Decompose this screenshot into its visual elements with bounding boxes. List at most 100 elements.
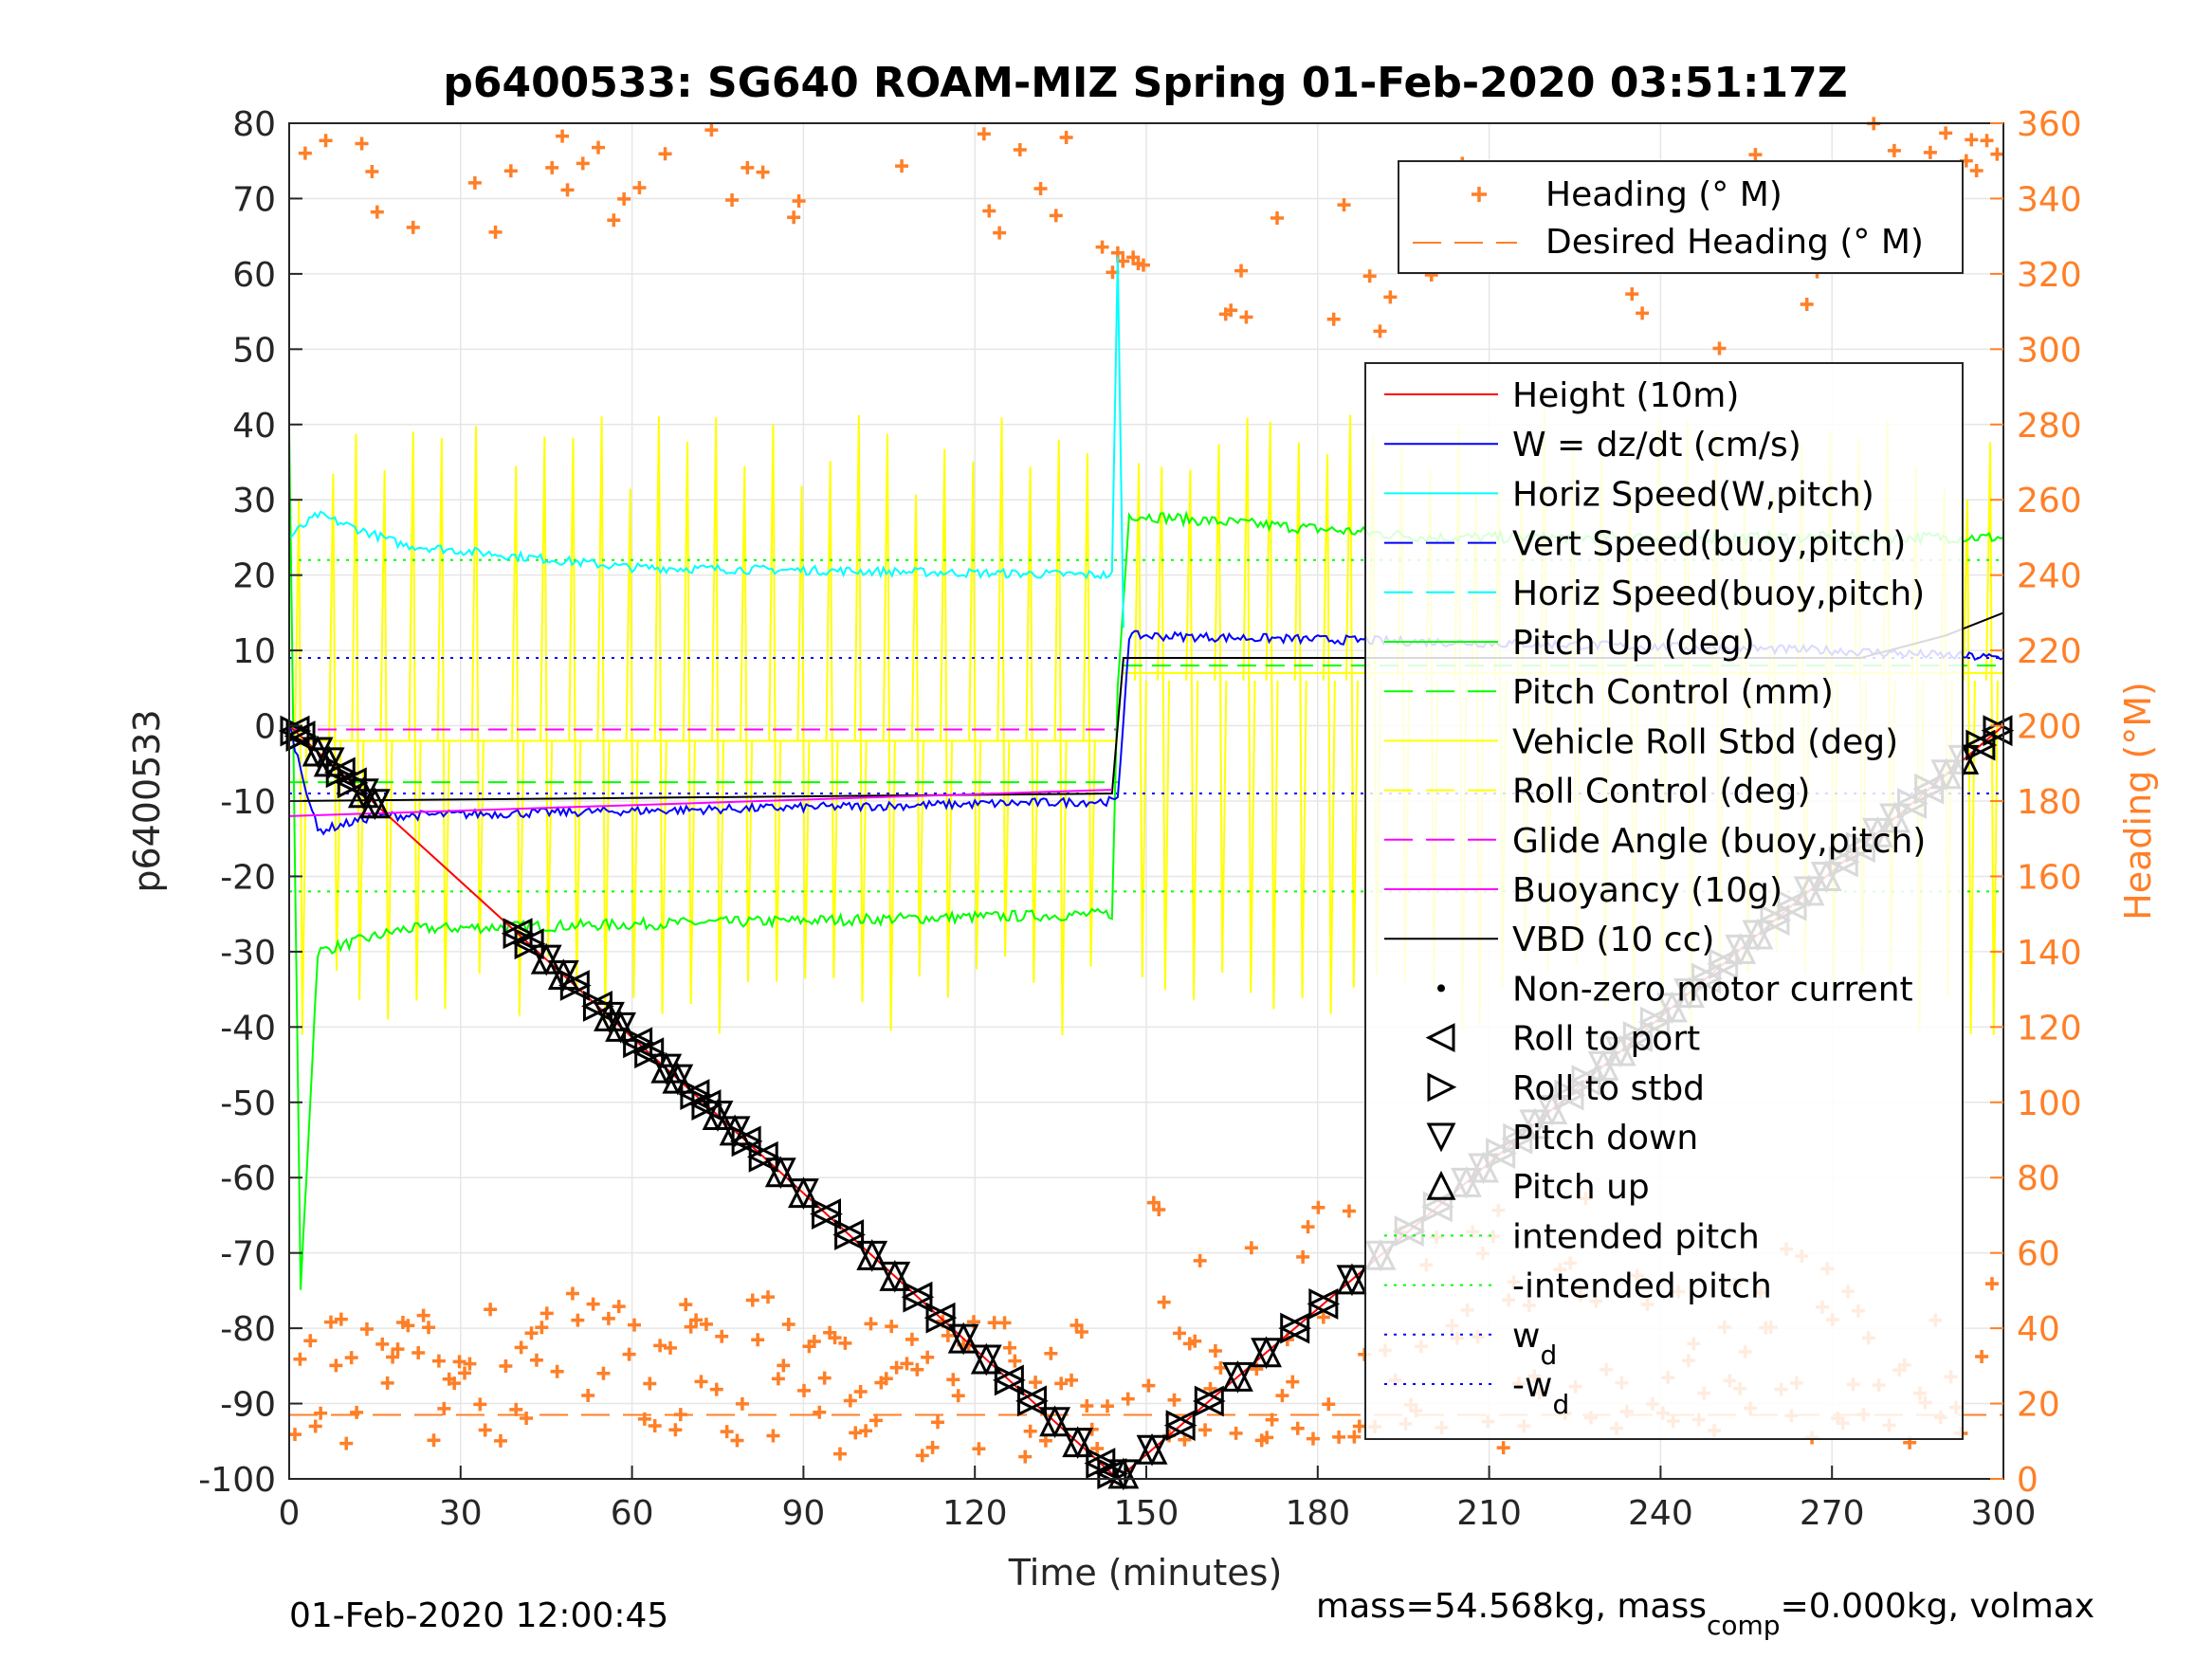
y-tick-label: -90 (220, 1386, 276, 1425)
heading-marker (406, 220, 420, 234)
heading-marker (380, 1376, 394, 1390)
heading-marker (344, 1351, 358, 1365)
motor-marker (1015, 1385, 1047, 1417)
heading-marker (524, 1326, 539, 1340)
heading-marker (1193, 1253, 1207, 1267)
roll-spike (328, 473, 342, 971)
heading-marker (1625, 287, 1639, 301)
heading-marker (1146, 1195, 1161, 1210)
heading-marker (715, 1329, 729, 1343)
heading-marker (391, 1342, 405, 1357)
roll-spike (768, 424, 782, 982)
x-tick-label: 270 (1800, 1494, 1865, 1533)
heading-marker (1347, 1430, 1362, 1444)
y2-tick-label: 260 (2017, 482, 2082, 520)
heading-marker (853, 1384, 868, 1398)
heading-marker (1008, 1354, 1022, 1368)
motor-marker (1981, 715, 2013, 747)
heading-marker (529, 1353, 543, 1367)
heading-marker (745, 1293, 759, 1307)
x-tick-label: 150 (1114, 1494, 1179, 1533)
legend-label: Vehicle Roll Stbd (deg) (1512, 722, 1898, 761)
y2-tick-label: 360 (2017, 105, 2082, 144)
heading-marker (422, 1321, 436, 1335)
heading-marker (868, 1413, 883, 1428)
roll-spike (853, 414, 868, 1003)
heading-marker (1167, 1393, 1181, 1407)
chart-title: p6400533: SG640 ROAM-MIZ Spring 01-Feb-2… (443, 59, 1847, 107)
heading-marker (864, 1317, 878, 1331)
x-tick-label: 240 (1628, 1494, 1693, 1533)
motor-marker (605, 1012, 636, 1044)
x-tick-label: 300 (1971, 1494, 2037, 1533)
y-tick-label: 0 (254, 708, 276, 747)
y-tick-label: -70 (220, 1235, 276, 1274)
heading-marker (1271, 211, 1285, 226)
heading-marker (1748, 148, 1763, 162)
heading-marker (411, 1346, 426, 1360)
heading-marker (484, 1303, 498, 1317)
roll-spike (1082, 453, 1096, 967)
heading-legend-swatch (1472, 187, 1487, 202)
heading-marker (323, 1315, 338, 1329)
heading-marker (592, 140, 606, 155)
y-tick-label: -60 (220, 1159, 276, 1198)
y2-tick-label: 0 (2017, 1461, 2038, 1500)
legend-swatch (1425, 1023, 1455, 1053)
heading-marker (514, 1340, 528, 1355)
legend-label: -intended pitch (1512, 1267, 1772, 1306)
heading-marker (771, 1372, 785, 1386)
roll-spike (625, 488, 639, 998)
heading-marker (740, 160, 755, 174)
y-tick-label: -100 (198, 1461, 276, 1500)
y-tick-label: -80 (220, 1310, 276, 1349)
heading-marker (467, 175, 482, 190)
heading-marker (813, 1405, 827, 1419)
motor-marker (1165, 1410, 1197, 1442)
motor-marker (832, 1219, 865, 1250)
heading-marker (946, 1373, 960, 1387)
x-tick-label: 180 (1285, 1494, 1350, 1533)
heading-marker (499, 1359, 513, 1374)
main-legend-box (1364, 362, 1964, 1440)
heading-marker (679, 1298, 693, 1312)
heading-marker (704, 123, 719, 137)
heading-marker (720, 1425, 734, 1439)
roll-spike (1157, 466, 1171, 991)
heading-marker (658, 147, 672, 161)
motor-marker (512, 928, 544, 960)
y2-tick-label: 160 (2017, 858, 2082, 897)
x-tick-label: 120 (942, 1494, 1008, 1533)
heading-marker (401, 1319, 415, 1333)
heading-marker (668, 1423, 683, 1437)
heading-marker (1224, 303, 1238, 318)
heading-marker (910, 1362, 924, 1376)
motor-marker (1062, 1428, 1094, 1460)
heading-marker (972, 1442, 986, 1456)
motor-marker (787, 1178, 819, 1211)
legend-swatch (1437, 984, 1445, 993)
roll-spike (470, 426, 484, 974)
heading-marker (576, 156, 590, 171)
motor-marker (280, 715, 312, 747)
heading-marker (1975, 1350, 1989, 1364)
roll-spike (1025, 466, 1039, 983)
heading-marker (1239, 310, 1253, 324)
roll-spike (408, 431, 422, 1001)
heading-marker (1286, 1375, 1300, 1389)
heading-marker (1290, 1421, 1305, 1435)
roll-spike (882, 433, 896, 1031)
motor-marker (530, 942, 562, 975)
heading-marker (1054, 1376, 1069, 1391)
y-tick-label: 80 (232, 105, 276, 144)
footer-timestamp: 01-Feb-2020 12:00:45 (289, 1596, 668, 1635)
heading-marker (1172, 1326, 1186, 1340)
legend-label: Glide Angle (buoy,pitch) (1512, 822, 1926, 861)
legend-label: Roll to stbd (1512, 1069, 1705, 1108)
motor-marker (947, 1322, 979, 1354)
heading-marker (925, 1440, 940, 1454)
heading-marker (1101, 1399, 1115, 1413)
heading-marker (777, 1358, 791, 1373)
motor-marker (1307, 1288, 1339, 1320)
